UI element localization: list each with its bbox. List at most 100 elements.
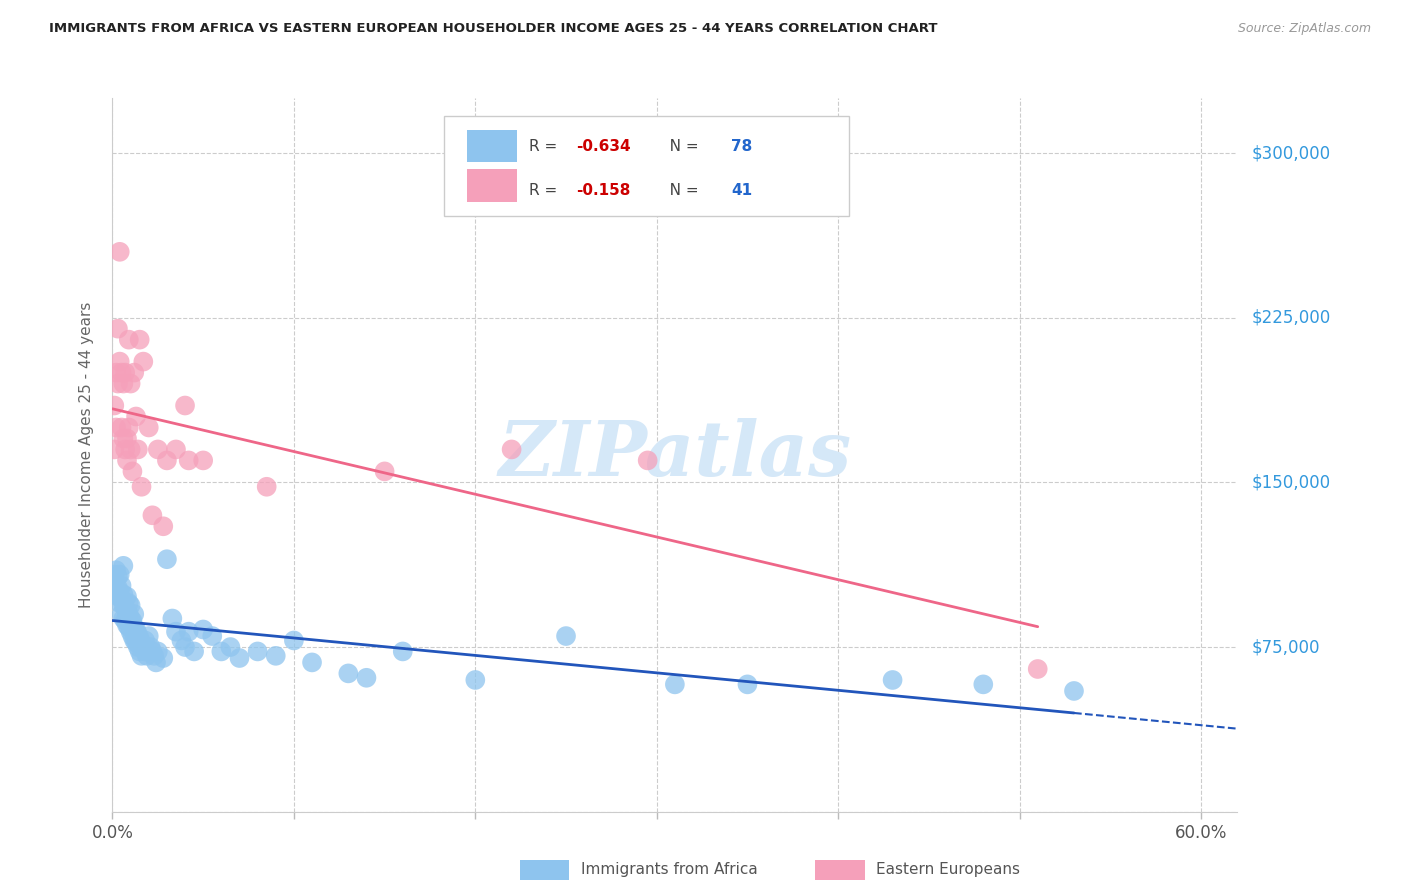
Point <box>103 574 125 589</box>
Point <box>737 677 759 691</box>
Point <box>664 677 686 691</box>
Point <box>145 656 167 670</box>
Point <box>127 640 149 654</box>
Point <box>115 590 138 604</box>
Text: N =: N = <box>655 184 703 198</box>
Point <box>165 624 187 639</box>
Text: 41: 41 <box>731 184 752 198</box>
Point <box>118 333 141 347</box>
Point <box>219 640 242 654</box>
Point <box>146 442 169 457</box>
Text: IMMIGRANTS FROM AFRICA VS EASTERN EUROPEAN HOUSEHOLDER INCOME AGES 25 - 44 YEARS: IMMIGRANTS FROM AFRICA VS EASTERN EUROPE… <box>49 22 938 36</box>
Point <box>103 442 125 457</box>
Point <box>138 629 160 643</box>
Point <box>110 420 132 434</box>
Point <box>183 644 205 658</box>
Text: R =: R = <box>529 139 562 154</box>
Point <box>108 354 131 368</box>
Point <box>177 453 200 467</box>
Point <box>132 354 155 368</box>
Point <box>301 656 323 670</box>
Point <box>110 607 132 621</box>
Point <box>108 585 131 599</box>
Point <box>501 442 523 457</box>
Text: $150,000: $150,000 <box>1251 474 1330 491</box>
Point <box>120 442 142 457</box>
Y-axis label: Householder Income Ages 25 - 44 years: Householder Income Ages 25 - 44 years <box>79 301 94 608</box>
Point <box>125 623 148 637</box>
Text: N =: N = <box>655 139 703 154</box>
Point <box>122 366 145 380</box>
Point <box>115 605 138 619</box>
Point <box>112 599 135 613</box>
Point <box>115 432 138 446</box>
Point <box>143 648 166 663</box>
Point <box>107 321 129 335</box>
Point <box>121 464 143 478</box>
Point <box>228 651 250 665</box>
Point <box>391 644 413 658</box>
Point <box>125 409 148 424</box>
Point <box>127 442 149 457</box>
Point <box>112 558 135 573</box>
Point <box>107 376 129 391</box>
Point <box>108 567 131 582</box>
Point <box>193 453 215 467</box>
Point <box>125 635 148 649</box>
Point <box>972 677 994 691</box>
Point <box>139 640 162 654</box>
Point <box>107 570 129 584</box>
Point <box>177 624 200 639</box>
Point <box>209 644 232 658</box>
Point <box>134 644 156 658</box>
Point <box>162 611 184 625</box>
Point <box>128 632 150 646</box>
Point <box>264 648 287 663</box>
Point <box>120 599 142 613</box>
Point <box>112 611 135 625</box>
Point <box>193 623 215 637</box>
Point <box>127 627 149 641</box>
Point <box>122 620 145 634</box>
Bar <box>467 130 517 162</box>
Bar <box>467 169 517 202</box>
Point <box>1026 662 1049 676</box>
Point <box>156 453 179 467</box>
Point <box>103 399 125 413</box>
Point <box>152 651 174 665</box>
Point <box>356 671 378 685</box>
Point <box>121 614 143 628</box>
Point <box>555 629 578 643</box>
Point <box>283 633 305 648</box>
Point <box>170 633 193 648</box>
Text: R =: R = <box>529 184 562 198</box>
Point <box>174 399 197 413</box>
Text: $300,000: $300,000 <box>1251 144 1330 162</box>
Point <box>146 644 169 658</box>
Point <box>637 453 659 467</box>
Point <box>138 420 160 434</box>
Text: Eastern Europeans: Eastern Europeans <box>876 863 1019 877</box>
Point <box>110 578 132 592</box>
Point <box>152 519 174 533</box>
Point <box>108 596 131 610</box>
Point <box>128 644 150 658</box>
Point <box>118 620 141 634</box>
Point <box>115 618 138 632</box>
Text: ZIPatlas: ZIPatlas <box>498 418 852 491</box>
Point <box>118 596 141 610</box>
Point <box>134 633 156 648</box>
Point <box>114 366 136 380</box>
Point <box>131 635 153 649</box>
Point <box>105 585 128 599</box>
Point <box>112 587 135 601</box>
Point <box>105 366 128 380</box>
Point <box>132 640 155 654</box>
Point <box>246 644 269 658</box>
Text: $75,000: $75,000 <box>1251 638 1320 656</box>
Point <box>107 590 129 604</box>
Point <box>114 442 136 457</box>
Point <box>165 442 187 457</box>
Point <box>131 480 153 494</box>
Point <box>105 420 128 434</box>
